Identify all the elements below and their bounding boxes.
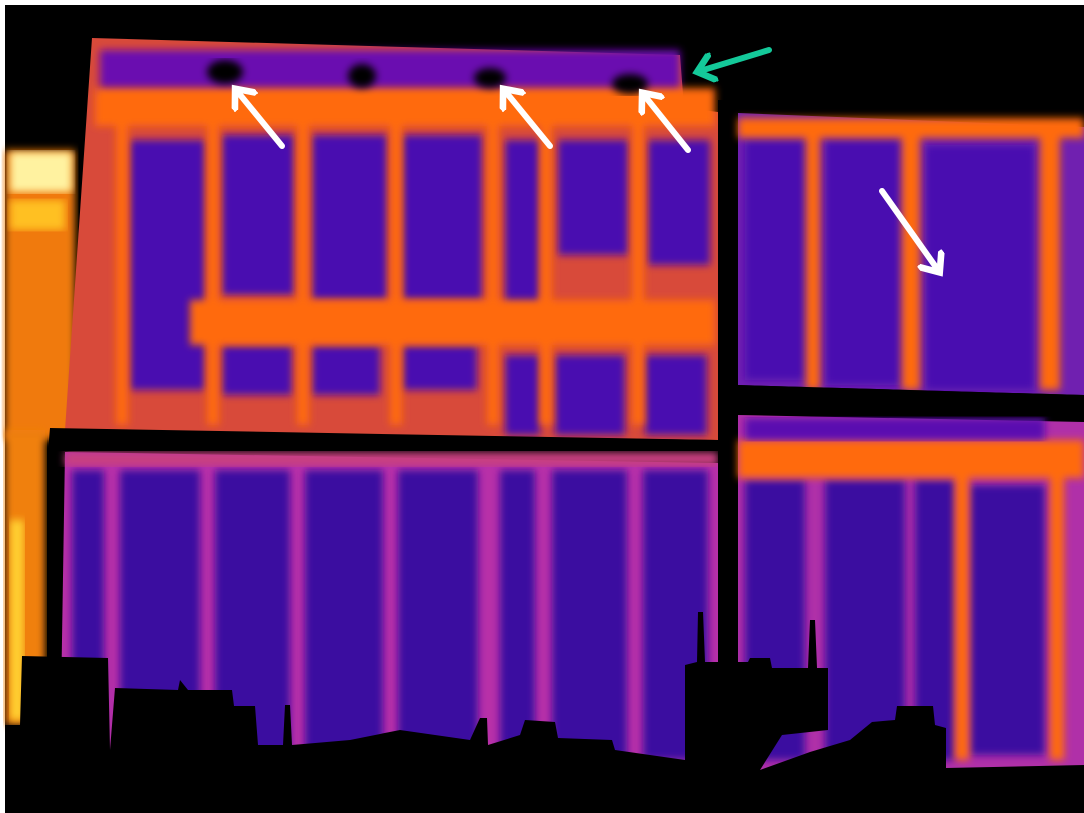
upper-left-panel	[65, 38, 718, 440]
lower-left-panel	[60, 452, 718, 770]
annotation-arrows	[237, 91, 938, 270]
left-strip	[5, 150, 75, 725]
lower-right-panel	[738, 415, 1084, 770]
foreground-silhouettes	[5, 612, 1084, 813]
floor-band-right	[738, 385, 1084, 422]
upper-right-panel	[738, 113, 1084, 395]
highlight-arrow	[700, 47, 772, 71]
building-gap	[718, 100, 738, 780]
